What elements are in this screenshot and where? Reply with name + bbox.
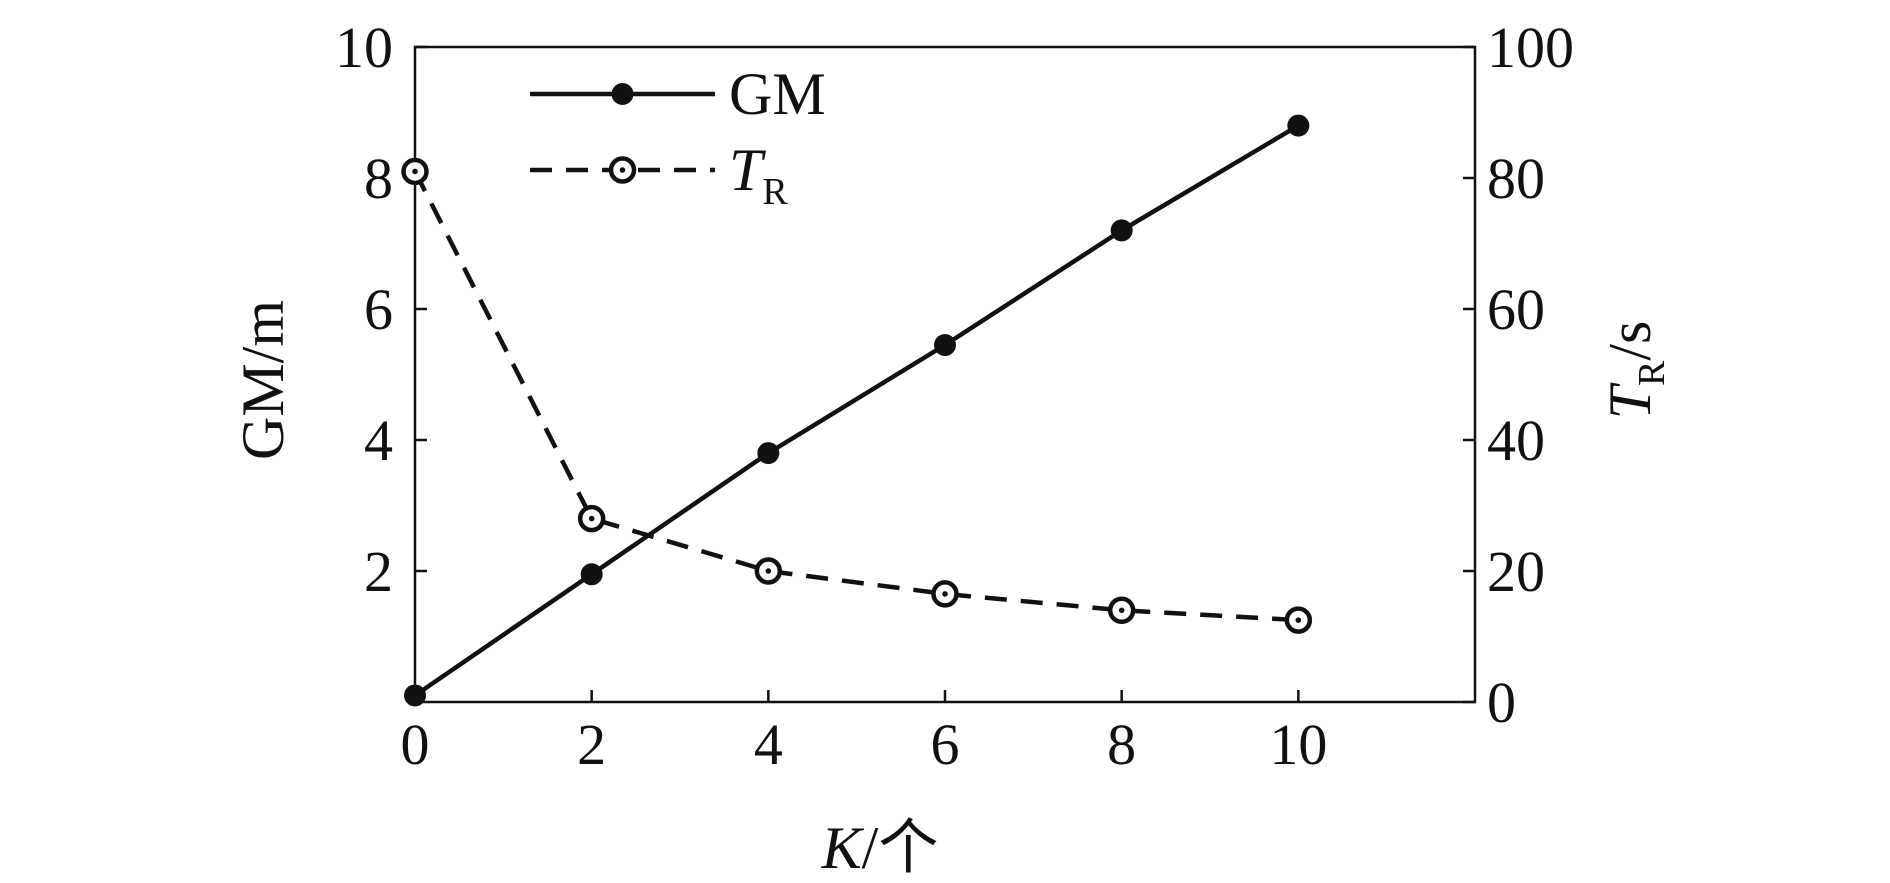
x-tick-label-0: 0 xyxy=(401,712,430,777)
right-y-tick-label-1: 20 xyxy=(1487,539,1545,604)
x-tick-label-5: 10 xyxy=(1269,712,1327,777)
left-y-tick-label-4: 10 xyxy=(335,15,393,80)
right-y-axis-label-suffix: /s xyxy=(1597,321,1663,361)
right-y-tick-label-5: 100 xyxy=(1487,15,1574,80)
left-y-axis-label: GM/m xyxy=(230,300,296,460)
legend: GM TR xyxy=(530,61,826,213)
series-0-point-2 xyxy=(757,442,780,465)
series-1-point-1-center xyxy=(588,515,595,522)
series-0-point-3 xyxy=(934,334,956,357)
x-axis-label-main: K xyxy=(821,815,865,881)
series-1-point-4-center xyxy=(1118,607,1125,614)
series-layer xyxy=(401,114,1313,707)
series-0-point-1 xyxy=(580,563,603,586)
x-axis-label: K/个 xyxy=(821,815,939,881)
right-y-axis-label: TR/s xyxy=(1597,321,1673,420)
legend-label-1-main: T xyxy=(729,137,766,203)
right-y-axis-label-sub: R xyxy=(1631,360,1673,386)
left-y-tick-label-0: 2 xyxy=(364,539,393,604)
right-y-axis-label-main: T xyxy=(1597,382,1663,419)
series-line-0 xyxy=(413,123,1300,698)
legend-label-1: TR xyxy=(729,137,788,213)
series-1-point-3-center xyxy=(942,591,948,597)
x-tick-label-3: 6 xyxy=(931,712,960,777)
x-tick-label-4: 8 xyxy=(1107,712,1136,777)
left-y-axis-ticks: 2 4 6 8 10 xyxy=(335,15,427,604)
series-1-point-5-center xyxy=(1295,617,1302,623)
x-axis-ticks: 0 2 4 6 8 10 xyxy=(401,690,1327,777)
right-y-tick-label-3: 60 xyxy=(1487,277,1545,342)
series-0-point-0 xyxy=(404,684,426,707)
right-y-tick-label-4: 80 xyxy=(1487,146,1545,211)
legend-marker-0 xyxy=(611,83,634,105)
left-y-tick-label-1: 4 xyxy=(364,408,393,473)
series-line-1 xyxy=(412,170,1299,623)
right-y-tick-label-2: 40 xyxy=(1487,408,1545,473)
legend-label-1-sub: R xyxy=(762,171,788,213)
series-0-point-5 xyxy=(1287,114,1310,137)
x-tick-label-2: 4 xyxy=(754,712,783,777)
legend-label-0: GM xyxy=(729,61,826,127)
series-1-point-0-center xyxy=(412,168,418,175)
left-y-tick-label-2: 6 xyxy=(364,277,393,342)
right-y-axis-ticks: 0 20 40 60 80 100 xyxy=(1463,15,1574,735)
series-1-point-2-center xyxy=(765,568,772,574)
x-tick-label-1: 2 xyxy=(577,712,606,777)
right-y-tick-label-0: 0 xyxy=(1487,670,1516,735)
left-y-tick-label-3: 8 xyxy=(364,146,393,211)
legend-marker-1-center xyxy=(619,167,626,173)
x-axis-label-suffix: /个 xyxy=(862,815,939,881)
series-0-point-4 xyxy=(1110,219,1133,242)
